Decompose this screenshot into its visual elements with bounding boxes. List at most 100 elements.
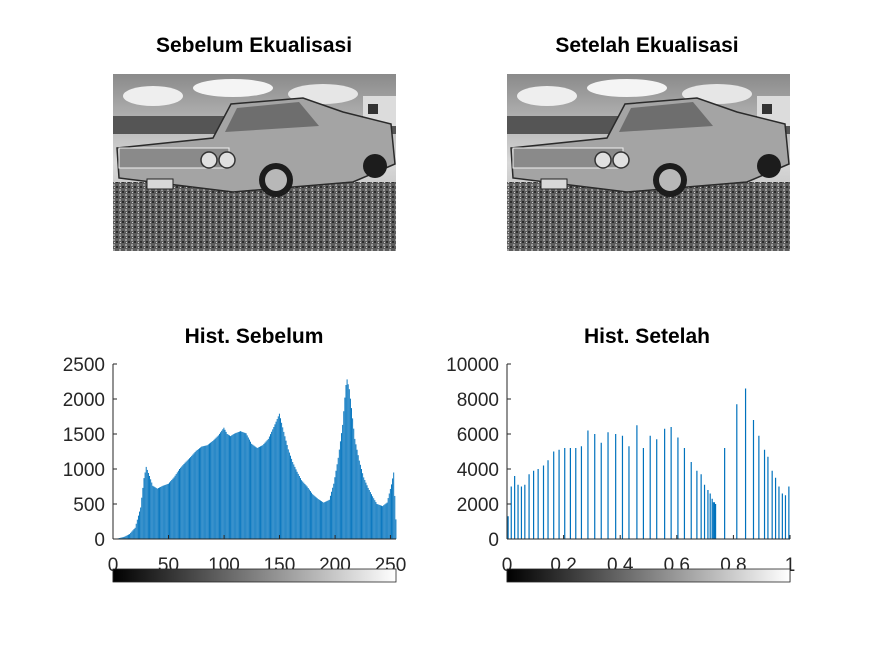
histogram-bar [250, 441, 251, 539]
histogram-bar [302, 481, 304, 539]
histogram-bar [225, 431, 227, 539]
histogram-bar [261, 445, 263, 539]
y-tick-label: 1000 [63, 460, 105, 481]
panel-title: Hist. Sebelum [185, 325, 324, 348]
panel-title: Hist. Setelah [584, 325, 710, 348]
histogram-bar [222, 429, 224, 539]
histogram-bar [145, 466, 147, 539]
histogram-bar [323, 502, 325, 539]
histogram-bar [337, 457, 339, 539]
histogram-bar [384, 504, 386, 539]
histogram-bar [231, 435, 233, 539]
histogram-bar [183, 463, 185, 539]
histogram-bar [227, 434, 229, 539]
histogram-bar [258, 446, 260, 539]
histogram-bar [196, 449, 198, 539]
histogram-bar [179, 469, 180, 539]
histogram-bar [333, 483, 335, 539]
histogram-bar [304, 483, 306, 539]
histogram-bar [291, 458, 293, 539]
histogram-bar [389, 488, 391, 539]
histogram-bar [218, 433, 220, 539]
histogram-bar [139, 511, 141, 539]
histogram-bar [133, 529, 135, 539]
histogram-bar [296, 471, 298, 539]
y-tick-label: 4000 [457, 460, 499, 481]
histogram-bar [355, 444, 357, 539]
histogram-bar [375, 502, 377, 539]
histogram-bar [295, 469, 297, 539]
histogram-bar [181, 466, 183, 539]
histogram-bar [348, 389, 350, 539]
histogram-bar [167, 483, 169, 539]
panel-image-before: Sebelum Ekualisasi [112, 34, 397, 252]
histogram-bar [251, 443, 253, 539]
histogram-bar [267, 438, 269, 539]
car-image-before [112, 73, 397, 252]
histogram-bar [388, 493, 390, 539]
histogram-bar [356, 449, 358, 539]
histogram-bar [256, 448, 258, 539]
histogram-bar [164, 484, 166, 539]
histogram-bar [226, 434, 228, 539]
histogram-bar [186, 460, 188, 539]
histogram-bar [141, 497, 143, 539]
histogram-bar [124, 536, 126, 539]
histogram-bar [199, 448, 200, 539]
histogram-bar [345, 385, 347, 539]
histogram-bar [161, 486, 163, 539]
histogram-bar [321, 501, 323, 539]
histogram-bar [187, 459, 189, 539]
histogram-bar [170, 481, 172, 539]
histogram-bar [272, 429, 274, 539]
histogram-bar [122, 537, 124, 539]
histogram-bar [177, 470, 179, 539]
histogram-bar [137, 515, 139, 539]
histogram-bar [297, 473, 299, 539]
histogram-bar [376, 504, 378, 539]
histogram-bar [165, 484, 167, 539]
histogram-bar [301, 480, 303, 539]
histogram-bar [341, 433, 343, 540]
histogram-bar [395, 519, 397, 539]
histogram-bar [308, 489, 310, 539]
histogram-bar [373, 498, 375, 539]
histogram-bar [268, 436, 270, 539]
histogram-bar [349, 398, 351, 539]
histogram-bar [363, 477, 365, 539]
histogram-bar [204, 445, 206, 539]
histogram-bar [339, 441, 341, 539]
histogram-bar [120, 537, 122, 539]
histogram-bar [172, 478, 174, 539]
histogram-bar [364, 480, 366, 539]
histogram-bar [254, 446, 256, 539]
histogram-bar [305, 485, 307, 539]
histogram-bar [331, 491, 333, 539]
histogram-bar [131, 531, 133, 539]
x-tick-label: 0 [502, 555, 513, 576]
histogram-bar [180, 467, 182, 539]
histogram-bar [127, 534, 129, 539]
y-tick-label: 2500 [63, 355, 105, 376]
histogram-bar [252, 444, 254, 539]
histogram-bar [142, 487, 144, 539]
histogram-bar [209, 443, 210, 539]
histogram-bar [197, 449, 199, 539]
histogram-bar [371, 494, 372, 539]
histogram-bar [278, 413, 280, 539]
y-tick-label: 500 [73, 495, 105, 516]
histogram-bar [152, 485, 154, 539]
histogram-bar [238, 431, 240, 539]
histogram-bar [338, 449, 340, 539]
colorbar [506, 568, 791, 583]
histogram-bar [205, 445, 207, 539]
histogram-bar [223, 427, 225, 539]
histogram-bar [247, 437, 249, 539]
histogram-bar [176, 472, 178, 539]
histogram-bar [212, 441, 214, 539]
histogram-bar [283, 431, 285, 539]
histogram-bar [144, 472, 146, 539]
histogram-bar [244, 432, 246, 539]
